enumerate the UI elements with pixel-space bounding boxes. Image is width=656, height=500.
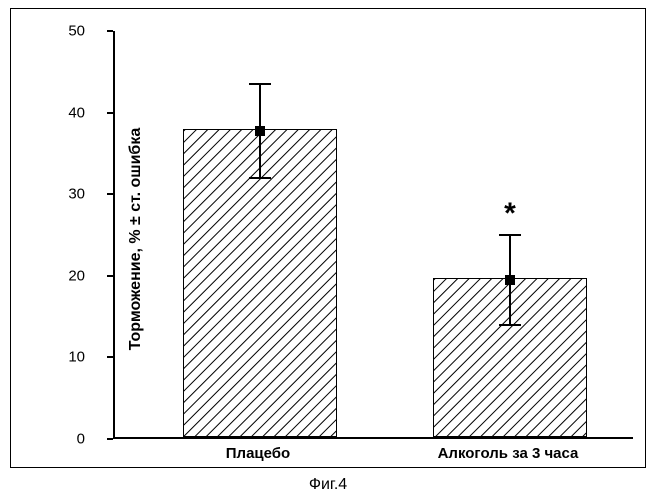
error-bar-cap: [249, 177, 271, 179]
y-tick-label: 20: [68, 267, 85, 284]
y-tick-label: 30: [68, 186, 85, 203]
error-bar-cap: [499, 234, 521, 236]
outer-frame: Торможение, % ± ст. ошибка 01020304050 *…: [10, 8, 646, 468]
error-bar-marker: [505, 275, 515, 285]
error-bar-cap: [499, 324, 521, 326]
figure-caption: Фиг.4: [0, 476, 656, 494]
x-category-label: Плацебо: [226, 445, 290, 462]
error-bar-marker: [255, 126, 265, 136]
error-bar-cap: [249, 83, 271, 85]
y-tick-label: 40: [68, 104, 85, 121]
y-tick-label: 50: [68, 23, 85, 40]
plot-area: *: [113, 31, 633, 439]
y-tick-label: 0: [77, 431, 85, 448]
significance-marker: *: [504, 197, 516, 231]
x-category-label: Алкоголь за 3 часа: [438, 445, 579, 462]
y-tick-label: 10: [68, 349, 85, 366]
